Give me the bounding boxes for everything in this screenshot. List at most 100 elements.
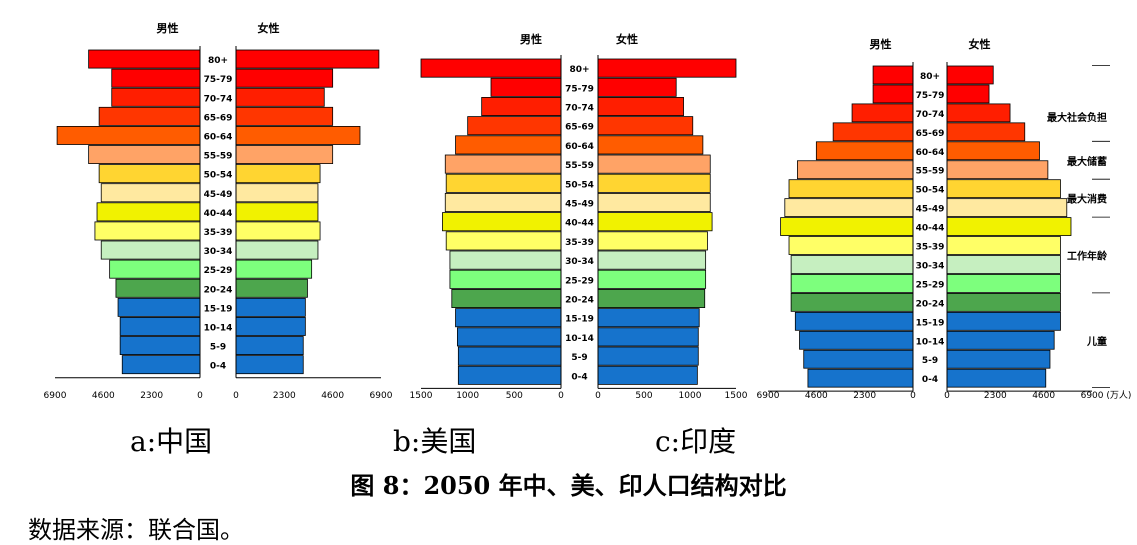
male-bar (455, 308, 562, 328)
female-bar (946, 141, 1040, 161)
x-tick-label: 6900 (370, 391, 393, 401)
age-label: 0-4 (210, 362, 226, 372)
subtitle-usa: b:美国 (393, 425, 477, 458)
x-tick-label: 4600 (92, 391, 115, 401)
age-label: 25-29 (916, 280, 945, 290)
age-label: 5-9 (922, 356, 938, 366)
age-label: 45-49 (916, 205, 945, 215)
male-bar (444, 154, 562, 174)
age-label: 80+ (920, 72, 940, 82)
male-bar (98, 164, 201, 184)
age-label: 75-79 (916, 91, 945, 101)
x-tick-label: 2300 (140, 391, 163, 401)
female-header: 女性 (616, 32, 638, 46)
male-bar (797, 160, 914, 180)
subtitle-india: c:印度 (655, 425, 737, 458)
x-tick-label: 2300 (853, 391, 876, 401)
female-bar (946, 368, 1047, 388)
band-annotation: 最大社会负担 (1047, 111, 1107, 124)
age-label: 65-69 (916, 129, 945, 139)
age-label: 55-59 (204, 152, 233, 162)
male-bar (449, 269, 562, 289)
male-bar (788, 236, 914, 255)
x-tick-label: 4600 (321, 391, 344, 401)
male-bar (88, 145, 201, 165)
female-bar (597, 116, 694, 136)
x-tick-label: 1000 (456, 391, 479, 401)
female-bar (235, 355, 304, 375)
x-tick-label: 0 (197, 391, 203, 401)
female-bar (597, 231, 708, 251)
female-bar (597, 192, 711, 212)
female-bar (597, 327, 699, 347)
male-bar (780, 217, 914, 236)
female-bar (946, 217, 1072, 236)
male-bar (451, 288, 562, 308)
female-bar (597, 58, 737, 78)
age-label: 55-59 (565, 161, 594, 171)
age-label: 15-19 (565, 315, 594, 325)
age-label: 0-4 (922, 375, 938, 385)
female-bar (235, 126, 361, 145)
male-bar (449, 250, 562, 270)
male-header: 男性 (157, 21, 179, 35)
x-tick-label: 0 (233, 391, 239, 401)
female-bar (597, 173, 711, 193)
x-tick-label: 2300 (984, 391, 1007, 401)
female-bar (946, 103, 1011, 123)
female-bar (235, 316, 306, 336)
age-label: 20-24 (204, 285, 233, 295)
female-bar (235, 259, 313, 279)
x-tick-label: 0 (595, 391, 601, 401)
male-bar (784, 198, 914, 217)
age-label: 10-14 (204, 323, 233, 333)
age-label: 65-69 (565, 123, 594, 133)
age-label: 70-74 (204, 94, 233, 104)
age-label: 30-34 (204, 247, 233, 257)
male-bar (815, 141, 914, 161)
female-bar (597, 269, 707, 289)
age-label: 25-29 (565, 276, 594, 286)
band-annotation: 最大消费 (1067, 193, 1107, 206)
male-bar (872, 84, 914, 104)
age-label: 10-14 (916, 337, 945, 347)
male-bar (872, 65, 914, 85)
female-bar (597, 154, 711, 174)
age-label: 80+ (208, 56, 228, 66)
female-bar (946, 274, 1061, 293)
x-tick-label: 1500 (410, 391, 433, 401)
female-header: 女性 (258, 21, 280, 35)
male-bar (481, 97, 562, 117)
male-bar (111, 87, 201, 107)
band-annotation: 工作年龄 (1067, 250, 1108, 263)
age-label: 20-24 (565, 296, 594, 306)
male-bar (457, 346, 562, 366)
male-bar (788, 179, 914, 199)
female-bar (946, 198, 1068, 217)
male-bar (420, 58, 562, 78)
female-bar (597, 346, 699, 366)
male-bar (467, 116, 562, 136)
male-bar (457, 365, 562, 385)
x-tick-label: 4600 (1032, 391, 1055, 401)
age-label: 50-54 (204, 171, 233, 181)
age-label: 30-34 (916, 261, 945, 271)
male-header: 男性 (870, 37, 892, 51)
female-bar (597, 365, 698, 385)
male-bar (832, 122, 914, 142)
female-bar (235, 221, 321, 241)
population-pyramids: 男性 女性80+75-7970-7465-6960-6455-5950-5445-… (44, 21, 1132, 401)
male-bar (790, 274, 914, 293)
female-bar (597, 250, 707, 270)
female-bar (946, 122, 1026, 142)
age-label: 30-34 (565, 257, 594, 267)
male-bar (119, 336, 201, 356)
age-label: 50-54 (565, 180, 594, 190)
age-label: 60-64 (204, 132, 233, 142)
female-bar (597, 97, 684, 117)
age-label: 60-64 (565, 142, 594, 152)
female-bar (946, 179, 1061, 199)
subtitle-china: a:中国 (130, 425, 213, 458)
female-bar (946, 311, 1061, 331)
male-bar (96, 202, 201, 222)
